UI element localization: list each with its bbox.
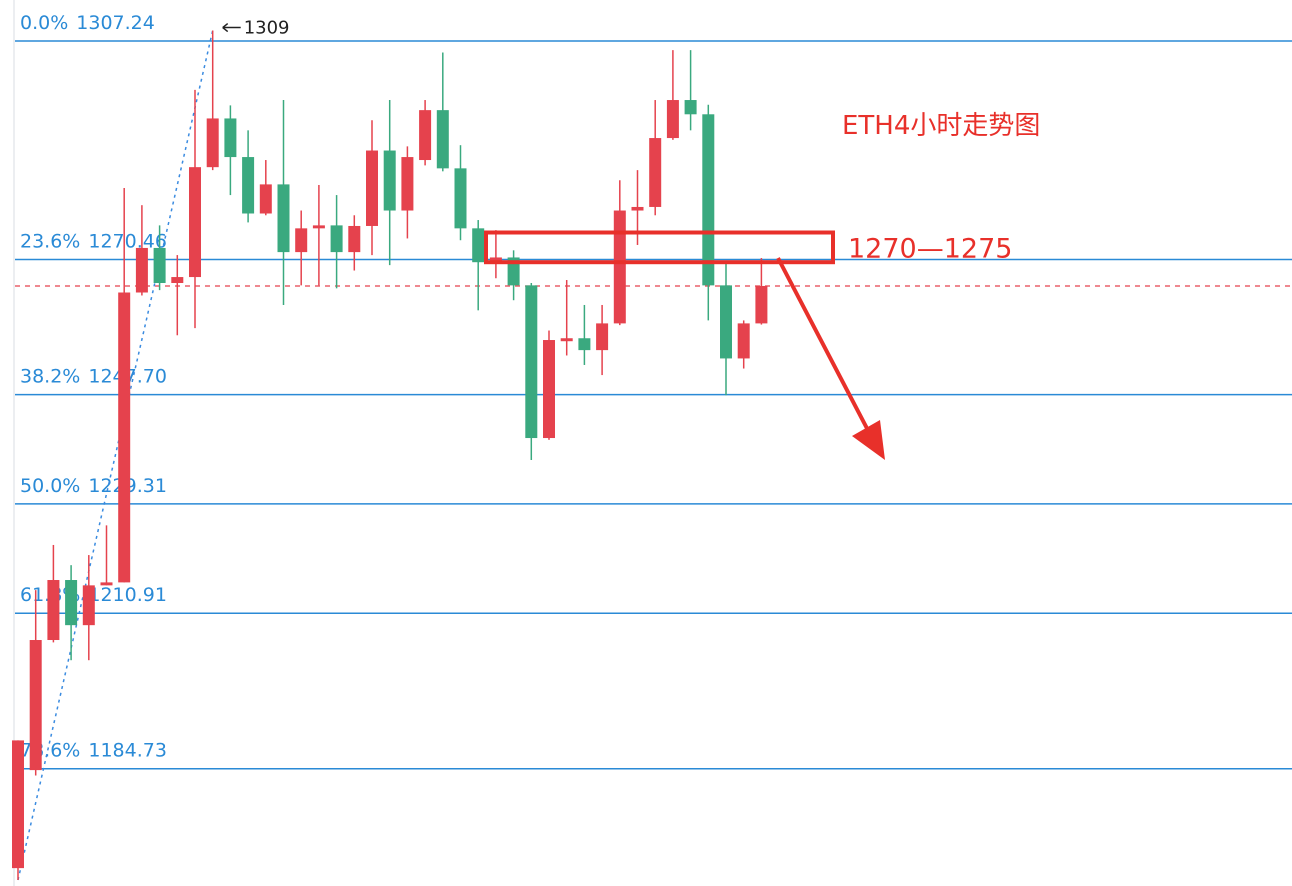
peak-arrow [222, 22, 241, 33]
candle-body [206, 118, 219, 168]
candle-body [613, 210, 626, 324]
candle-body [436, 110, 449, 169]
candle-body [489, 257, 502, 263]
zone-label: 1270—1275 [848, 233, 1012, 264]
fib-price: 1270.46 [88, 230, 167, 252]
candle-body [242, 157, 255, 214]
candle-body [82, 585, 95, 626]
candle-body [596, 323, 609, 351]
candle-body [259, 184, 272, 214]
candle-body [684, 100, 697, 115]
fib-label: 23.6% 1270.46 [20, 230, 167, 252]
candle-body [348, 225, 361, 253]
candle-body [755, 285, 768, 324]
candle-body [65, 580, 78, 626]
candle-body [312, 225, 325, 229]
fib-price: 1210.91 [88, 584, 167, 606]
fib-ratio: 50.0% [20, 475, 80, 497]
candle-body [383, 150, 396, 211]
candle-body [295, 228, 308, 253]
candle-body [649, 138, 662, 207]
candle-body [454, 168, 467, 229]
fib-label: 78.6% 1184.73 [20, 740, 167, 762]
candle-body [171, 277, 184, 283]
peak-label: 1309 [244, 18, 290, 39]
fib-ratio: 0.0% [20, 12, 68, 34]
candle-body [560, 338, 573, 342]
candle-body [366, 150, 378, 226]
candle-body [419, 110, 432, 161]
candle-body [543, 340, 555, 439]
candle-body [47, 580, 60, 641]
candle-body [118, 292, 131, 583]
candle-body [472, 228, 485, 263]
trend-line [17, 30, 214, 881]
fib-ratio: 23.6% [20, 230, 80, 252]
candle-body [507, 257, 520, 286]
candle-body [12, 740, 24, 869]
candle-body [29, 640, 42, 771]
chart-title: ETH4小时走势图 [842, 111, 1040, 141]
candle-body [578, 338, 591, 351]
candle-body [153, 247, 166, 283]
fib-label: 38.2%1247.70 [20, 366, 167, 388]
candle-body [525, 285, 538, 439]
candle-body [224, 118, 237, 158]
fib-price: 1184.73 [88, 740, 167, 762]
down-arrow-shaft [776, 257, 874, 439]
candle-body [100, 582, 113, 586]
candle-body [189, 167, 201, 278]
candle-body [330, 225, 343, 253]
fib-ratio: 38.2% [20, 366, 80, 388]
down-arrow-head [852, 420, 885, 460]
candle-body [702, 114, 715, 286]
fib-ratio: 78.6% [20, 740, 80, 762]
candle-body [666, 100, 679, 139]
candle-body [135, 247, 148, 293]
candle-body [277, 184, 290, 253]
fib-price: 1307.24 [76, 12, 155, 34]
fib-label: 0.0% 1307.24 [20, 12, 155, 34]
resistance-zone [484, 230, 835, 265]
candle-body [401, 157, 414, 211]
candle-body [720, 285, 732, 359]
fib-label: 50.0%1229.31 [20, 475, 167, 497]
candle-body [631, 206, 644, 211]
candle-body [737, 323, 750, 359]
